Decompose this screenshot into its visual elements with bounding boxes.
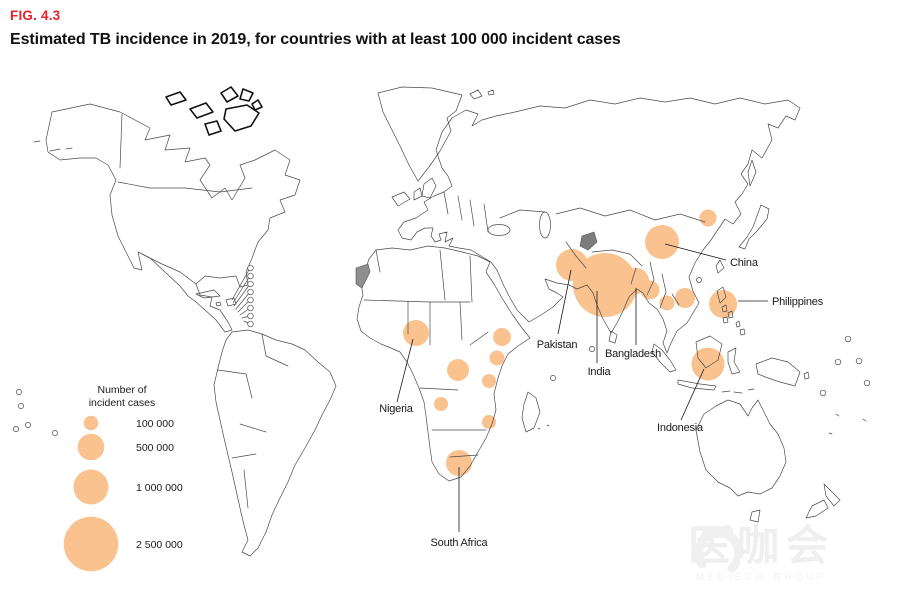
bubble-viet-nam [675,288,695,308]
world-map-outlines [13,86,871,557]
legend-title-line1: Number of [97,384,146,396]
borders-south-asia [565,241,680,309]
legend-circle-100-000 [83,415,99,431]
great-britain [421,177,437,199]
palau [803,371,810,380]
tasmania [749,509,761,523]
sakhalin [747,159,757,187]
figure-title: Estimated TB incidence in 2019, for coun… [10,31,621,48]
svalbard [469,89,495,100]
legend-label-1-000-000: 1 000 000 [136,482,183,494]
bubble-ur-tanzania [482,374,496,388]
ireland [413,187,423,201]
country-label-philippines: Philippines [772,296,824,308]
sri-lanka [608,330,618,344]
legend: Number of incident cases 100 000 500 000 1… [63,384,183,572]
taiwan [715,259,725,274]
leader-line-china [664,243,727,261]
hainan [696,277,702,283]
country-label-indonesia: Indonesia [657,422,704,434]
legend-circle-500-000 [77,433,105,461]
continent-africa [356,245,531,482]
borders-europe [443,191,489,233]
bubble-china [645,225,679,259]
bubble-philippines [709,290,737,318]
country-label-china: China [730,257,759,269]
indian-ocean-circles [537,346,595,430]
bubble-dr-congo [447,359,469,381]
australia [695,399,787,497]
bubble-angola [434,397,448,411]
continent-south-america [213,329,337,557]
legend-label-2-500-000: 2 500 000 [136,539,183,551]
madagascar [521,391,541,433]
country-label-india: India [588,366,612,378]
figure-number: FIG. 4.3 [10,8,61,23]
legend-label-500-000: 500 000 [136,442,174,454]
new-zealand [805,483,841,519]
sulawesi [727,347,741,375]
hispaniola [225,297,237,307]
legend-label-100-000: 100 000 [136,418,174,430]
sumatra [651,343,677,373]
bubble-kenya [489,350,505,366]
border-us-canada [117,181,253,193]
country-label-layer: Pakistan India Bangladesh China Philippines I… [379,243,824,549]
iceland [391,191,411,207]
aleutian-islands [33,140,73,152]
bubble-india [573,253,637,317]
bubble-indonesia [691,347,725,381]
disputed-areas [355,231,598,289]
new-guinea [755,357,801,387]
lesser-antilles-circles [231,264,254,328]
arctic-islands [165,86,263,136]
bubble-layer [403,209,737,476]
japan [738,204,770,250]
pacific-island-circles [13,335,871,436]
continent-north-america [45,103,301,333]
caspian-sea [539,211,551,239]
legend-title-line2: incident cases [89,397,156,409]
border-us-mexico [141,253,197,285]
lesser-sunda [721,388,755,394]
continent-eurasia [397,97,801,354]
borders-south-america [217,333,289,509]
cuba [195,289,221,299]
border-alaska [119,113,123,169]
legend-circle-2-500-000 [63,516,119,572]
country-label-pakistan: Pakistan [537,339,578,351]
country-label-bangladesh: Bangladesh [605,348,661,360]
bubble-myanmar [640,280,660,300]
leader-line-indonesia [680,368,705,421]
leader-line-nigeria [396,338,414,403]
country-label-south-africa: South Africa [431,537,489,549]
country-label-nigeria: Nigeria [379,403,414,415]
bubble-dpr-korea [699,209,717,227]
borders-central-asia [499,207,706,223]
philippines-islands [716,286,746,336]
bubble-mozambique [482,415,496,429]
bubble-ethiopia [493,328,511,346]
bubble-nigeria [403,320,429,346]
jamaica [215,301,222,307]
western-sahara-gray [355,263,371,289]
leader-line-pakistan [557,269,572,335]
borders-africa [363,249,489,458]
java [677,379,717,391]
borneo [695,335,723,369]
legend-circle-1-000-000 [73,469,109,505]
black-sea [487,224,511,236]
greenland [377,86,463,182]
kashmir-gray [579,231,598,251]
